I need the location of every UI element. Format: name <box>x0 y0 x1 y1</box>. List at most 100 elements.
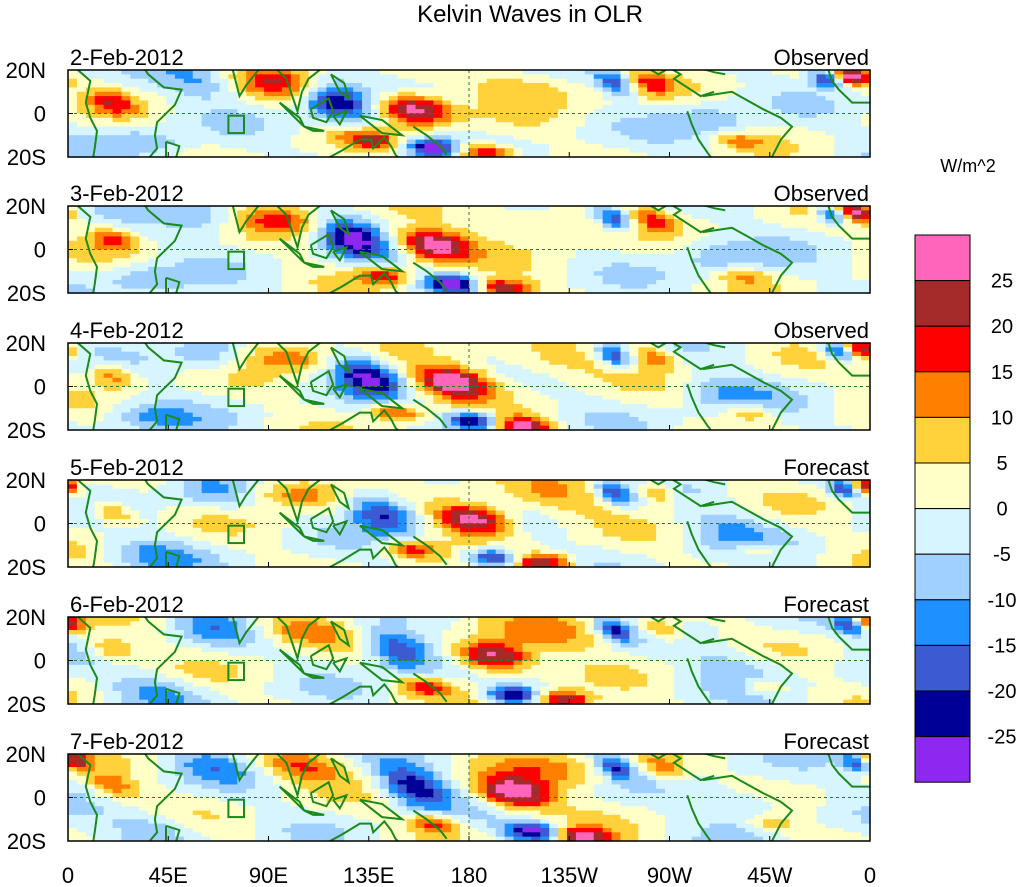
olr-cell <box>353 425 363 431</box>
olr-cell <box>237 343 247 348</box>
olr-cell <box>326 70 336 75</box>
olr-cell <box>255 227 265 233</box>
olr-cell <box>602 109 613 115</box>
olr-cell <box>451 395 461 401</box>
olr-cell <box>308 271 319 277</box>
olr-cell <box>139 135 149 141</box>
olr-cell <box>344 399 354 405</box>
pacific-islands <box>412 261 448 292</box>
olr-cell <box>638 253 648 259</box>
olr-cell <box>335 373 345 379</box>
olr-cell <box>763 284 773 290</box>
olr-cell <box>682 271 693 277</box>
olr-cell <box>219 223 229 229</box>
olr-cell <box>326 91 336 97</box>
olr-cell <box>112 91 123 97</box>
olr-cell <box>299 126 310 132</box>
olr-cell <box>522 425 532 431</box>
olr-cell <box>763 143 773 149</box>
olr-cell <box>344 266 354 272</box>
olr-cell <box>406 382 417 388</box>
olr-cell <box>353 135 363 141</box>
olr-cell <box>121 206 131 211</box>
olr-cell <box>281 126 292 132</box>
olr-cell <box>317 232 328 238</box>
olr-cell <box>317 412 328 418</box>
olr-cell <box>789 104 800 110</box>
olr-cell <box>219 143 229 149</box>
olr-cell <box>709 152 720 158</box>
olr-cell <box>246 386 256 392</box>
olr-cell <box>647 360 657 366</box>
olr-cell <box>602 369 613 375</box>
olr-cell <box>299 135 310 141</box>
olr-cell <box>691 223 702 229</box>
olr-cell <box>727 117 737 123</box>
olr-cell <box>139 412 149 418</box>
olr-cell <box>504 288 515 294</box>
olr-cell <box>112 364 123 370</box>
olr-cell <box>157 249 167 255</box>
olr-cell <box>629 425 639 431</box>
olr-cell <box>370 284 381 290</box>
olr-cell <box>299 421 310 427</box>
olr-cell <box>85 412 96 418</box>
olr-cell <box>290 399 301 405</box>
olr-cell <box>567 126 577 132</box>
olr-cell <box>433 135 443 141</box>
olr-cell <box>264 377 274 383</box>
olr-cell <box>754 74 764 80</box>
olr-cell <box>68 373 78 379</box>
olr-cell <box>406 343 417 348</box>
olr-cell <box>103 416 114 422</box>
olr-cell <box>362 83 372 88</box>
olr-cell <box>629 104 639 110</box>
olr-cell <box>255 206 265 211</box>
olr-cell <box>85 356 96 361</box>
olr-cell <box>549 245 559 251</box>
olr-cell <box>68 100 78 106</box>
olr-cell <box>745 288 755 294</box>
olr-cell <box>388 395 399 401</box>
olr-cell <box>718 126 729 132</box>
olr-cell <box>477 109 488 115</box>
olr-cell <box>682 113 693 119</box>
olr-cell <box>272 223 283 229</box>
olr-cell <box>148 275 158 281</box>
olr-cell <box>460 364 470 370</box>
olr-cell <box>219 113 229 119</box>
olr-cell <box>281 135 292 141</box>
olr-cell <box>183 206 194 211</box>
olr-cell <box>219 408 229 414</box>
olr-cell <box>611 87 622 93</box>
olr-cell <box>370 412 381 418</box>
olr-cell <box>575 356 586 361</box>
olr-cell <box>593 266 604 272</box>
olr-cell <box>139 109 149 115</box>
olr-cell <box>540 113 550 119</box>
olr-cell <box>665 271 675 277</box>
olr-cell <box>281 421 292 427</box>
olr-cell <box>246 421 256 427</box>
olr-cell <box>183 347 194 353</box>
olr-cell <box>121 253 131 259</box>
olr-cell <box>130 139 140 145</box>
olr-cell <box>353 100 363 106</box>
olr-cell <box>255 240 265 246</box>
olr-cell <box>228 219 238 224</box>
olr-cell <box>727 122 737 128</box>
olr-cell <box>406 253 417 259</box>
olr-cell <box>219 253 229 259</box>
olr-cell <box>112 360 123 366</box>
olr-cell <box>362 425 372 431</box>
olr-cell <box>852 96 862 102</box>
olr-cell <box>460 117 470 123</box>
olr-cell <box>433 87 443 93</box>
olr-cell <box>174 403 185 409</box>
olr-cell <box>103 356 114 361</box>
olr-cell <box>522 135 532 141</box>
olr-cell <box>424 390 434 396</box>
olr-cell <box>513 245 524 251</box>
olr-cell <box>112 386 123 392</box>
olr-cell <box>344 386 354 392</box>
